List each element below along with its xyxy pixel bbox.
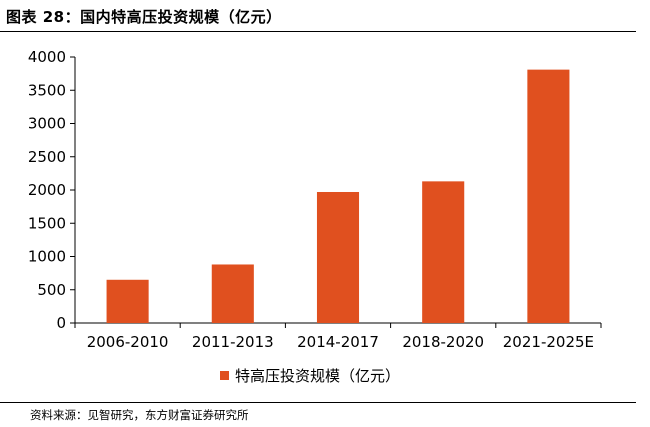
source-divider (0, 402, 636, 403)
bars (106, 69, 570, 323)
y-tick-label: 4000 (28, 48, 66, 66)
legend-swatch (220, 371, 229, 380)
y-tick-label: 3500 (28, 81, 66, 99)
legend: 特高压投资规模（亿元） (220, 365, 400, 386)
y-tick-label: 500 (37, 281, 66, 299)
x-tick-label: 2018-2020 (402, 333, 484, 351)
source-note: 资料来源：见智研究，东方财富证券研究所 (30, 408, 249, 422)
x-tick-label: 2006-2010 (87, 333, 169, 351)
y-axis: 0 500 1000 1500 2000 2500 3000 3500 4000 (28, 48, 76, 332)
x-tick-label: 2021-2025E (503, 333, 594, 351)
legend-label: 特高压投资规模（亿元） (235, 367, 401, 385)
y-tick-label: 0 (56, 314, 66, 332)
bar-chart: 0 500 1000 1500 2000 2500 3000 3500 4000 2006-20… (28, 48, 602, 351)
bar-2021-2025E (527, 69, 570, 323)
bar-2006-2010 (106, 279, 149, 323)
bar-2018-2020 (422, 181, 465, 323)
y-tick-label: 2000 (28, 181, 66, 199)
x-tick-label: 2011-2013 (192, 333, 274, 351)
y-tick-label: 2500 (28, 148, 66, 166)
title-divider (0, 31, 636, 32)
bar-2014-2017 (316, 191, 360, 323)
bar-2011-2013 (211, 264, 254, 323)
y-tick-label: 1500 (28, 214, 66, 232)
chart-title: 图表 28：国内特高压投资规模（亿元） (6, 8, 282, 26)
x-axis: 2006-2010 2011-2013 2014-2017 2018-2020 2021… (74, 322, 602, 351)
y-tick-label: 1000 (28, 248, 66, 266)
x-tick-label: 2014-2017 (297, 333, 379, 351)
y-tick-label: 3000 (28, 115, 66, 133)
